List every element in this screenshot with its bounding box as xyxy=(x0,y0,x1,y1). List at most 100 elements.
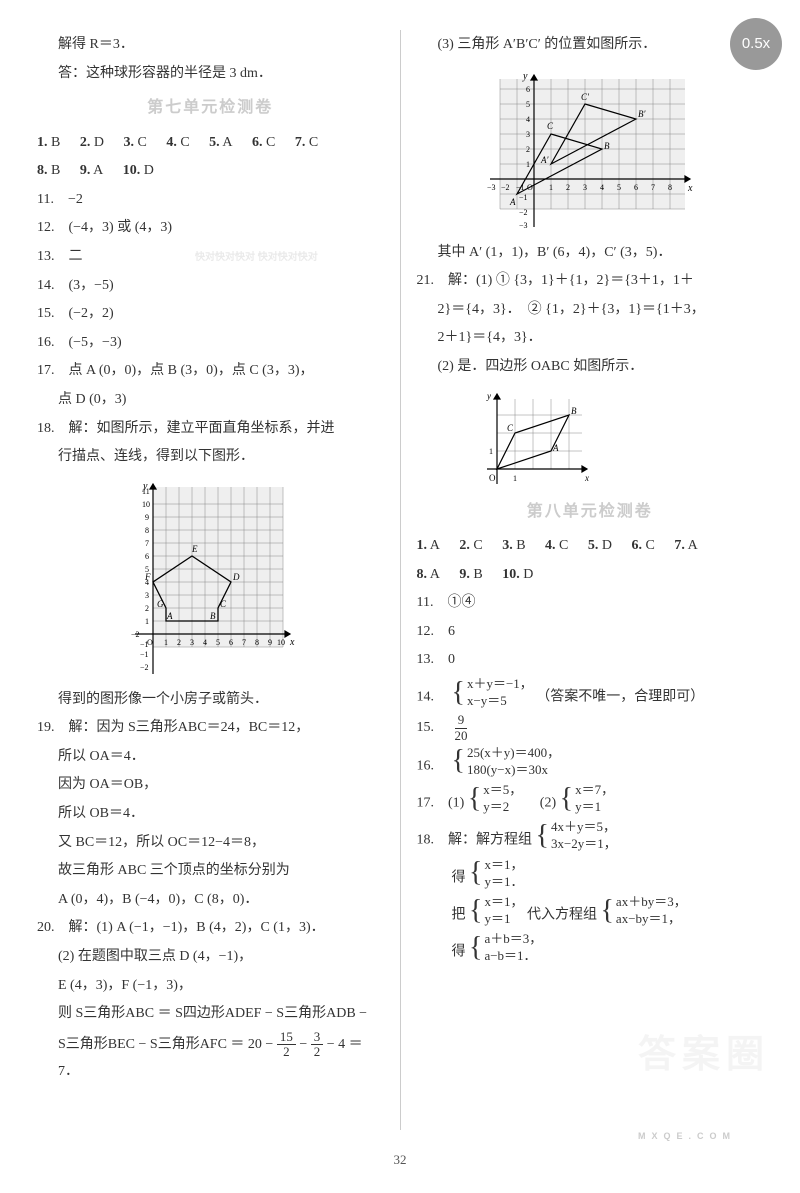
svg-text:−2: −2 xyxy=(131,630,140,639)
svg-text:8: 8 xyxy=(255,638,259,647)
equation-system: {ax＋by＝3，ax−by＝1， xyxy=(600,894,686,928)
svg-text:x: x xyxy=(584,473,589,483)
answer-line: 其中 A′ (1，1)，B′ (6，4)，C′ (3，5)． xyxy=(417,240,764,267)
answer-line: 点 D (0，3) xyxy=(37,387,384,414)
svg-text:7: 7 xyxy=(242,638,246,647)
answer-line: 行描点、连线，得到以下图形． xyxy=(37,444,384,471)
mc-item: 8. A xyxy=(417,567,448,582)
equation-system: {x＝1，y＝1． xyxy=(469,857,523,891)
figure-q18: x y −2−1O 12345678910 1234567891011 −1−2… xyxy=(125,479,295,679)
svg-text:8: 8 xyxy=(145,526,149,535)
fraction: 920 xyxy=(452,713,471,743)
mc-item: 2. D xyxy=(80,135,112,150)
answer-line: 19. 解：因为 S三角形ABC＝24，BC＝12， xyxy=(37,715,384,742)
answer-line: 把 {x＝1，y＝1 代入方程组 {ax＋by＝3，ax−by＝1， xyxy=(417,894,764,929)
answer-line: 14. {x＋y＝−1，x−y＝5 （答案不唯一，合理即可） xyxy=(417,676,764,711)
svg-text:1: 1 xyxy=(526,160,530,169)
text: 得 xyxy=(452,870,466,885)
svg-text:8: 8 xyxy=(668,183,672,192)
answer-line: 15. (−2，2) xyxy=(37,301,384,328)
svg-text:B′: B′ xyxy=(638,109,646,119)
text: 代入方程组 xyxy=(527,908,597,923)
answer-line: 所以 OA＝4． xyxy=(37,744,384,771)
svg-text:C: C xyxy=(507,423,514,433)
answer-line: 故三角形 ABC 三个顶点的坐标分别为 xyxy=(37,858,384,885)
text: (2) xyxy=(526,796,560,811)
svg-text:4: 4 xyxy=(203,638,207,647)
mc-item: 4. C xyxy=(545,538,576,553)
svg-text:3: 3 xyxy=(583,183,587,192)
answer-line: 17. (1) {x＝5，y＝2 (2) {x＝7，y＝1 xyxy=(417,782,764,817)
zoom-badge: 0.5x xyxy=(730,18,782,70)
svg-text:10: 10 xyxy=(277,638,285,647)
equation-system: {x＝1，y＝1 xyxy=(469,894,523,928)
text: S三角形BEC − S三角形AFC ＝ 20 − xyxy=(58,1037,273,1052)
equation-system: {x＝5，y＝2 xyxy=(468,782,522,816)
svg-text:E: E xyxy=(191,544,198,554)
equation-system: {4x＋y＝5，3x−2y＝1， xyxy=(536,819,617,853)
svg-text:−1: −1 xyxy=(140,650,149,659)
answer-line: 则 S三角形ABC ＝ S四边形ADEF − S三角形ADB − xyxy=(37,1001,384,1028)
answer-line: 得 {x＝1，y＝1． xyxy=(417,857,764,892)
heading-unit8: 第八单元检测卷 xyxy=(417,497,764,527)
answer-line: 11. −2 xyxy=(37,187,384,214)
svg-text:6: 6 xyxy=(229,638,233,647)
mc-item: 7. A xyxy=(674,538,705,553)
svg-text:O: O xyxy=(147,638,153,647)
note: （答案不唯一，合理即可） xyxy=(536,690,704,705)
svg-text:B: B xyxy=(210,611,216,621)
mc-row: 8. A 9. B 10. D xyxy=(417,562,764,589)
answer-line: 12. 6 xyxy=(417,619,764,646)
mc-item: 7. C xyxy=(295,135,326,150)
answer-line: 16. (−5，−3) xyxy=(37,330,384,357)
svg-text:9: 9 xyxy=(145,513,149,522)
svg-text:3: 3 xyxy=(145,591,149,600)
svg-text:C′: C′ xyxy=(581,92,590,102)
svg-text:−2: −2 xyxy=(140,663,149,672)
svg-text:2: 2 xyxy=(566,183,570,192)
mc-item: 10. D xyxy=(123,163,162,178)
answer-line: 因为 OA＝OB， xyxy=(37,772,384,799)
svg-text:7: 7 xyxy=(651,183,655,192)
svg-text:1: 1 xyxy=(489,447,493,456)
svg-text:B: B xyxy=(604,141,610,151)
answer-line: A (0，4)，B (−4，0)，C (8，0)． xyxy=(37,887,384,914)
svg-text:−2: −2 xyxy=(501,183,510,192)
answer-line: 15. 920 xyxy=(417,713,764,743)
qnum: 16. xyxy=(417,758,449,773)
answer-line: 18. 解：解方程组 {4x＋y＝5，3x−2y＝1， xyxy=(417,819,764,854)
svg-text:7: 7 xyxy=(145,539,149,548)
svg-text:3: 3 xyxy=(190,638,194,647)
svg-text:2: 2 xyxy=(177,638,181,647)
svg-text:x: x xyxy=(687,183,693,194)
svg-text:2: 2 xyxy=(526,145,530,154)
svg-text:6: 6 xyxy=(526,85,530,94)
mc-row: 1. B 2. D 3. C 4. C 5. A 6. C 7. C xyxy=(37,130,384,157)
svg-text:D: D xyxy=(232,572,240,582)
answer-line: 16. {25(x＋y)＝400，180(y−x)＝30x xyxy=(417,745,764,780)
svg-text:1: 1 xyxy=(549,183,553,192)
svg-text:9: 9 xyxy=(268,638,272,647)
equation-system: {25(x＋y)＝400，180(y−x)＝30x xyxy=(452,745,561,779)
mc-row: 8. B 9. A 10. D xyxy=(37,158,384,185)
svg-text:C: C xyxy=(220,599,227,609)
fraction: 152 xyxy=(277,1030,296,1060)
equation-system: {x＝7，y＝1 xyxy=(560,782,614,816)
mc-item: 1. A xyxy=(417,538,448,553)
answer-line: 又 BC＝12，所以 OC＝12−4＝8， xyxy=(37,830,384,857)
text-line: 答：这种球形容器的半径是 3 dm． xyxy=(37,61,384,88)
svg-text:1: 1 xyxy=(164,638,168,647)
svg-text:C: C xyxy=(547,121,554,131)
equation-system: {x＋y＝−1，x−y＝5 xyxy=(452,676,533,710)
svg-text:4: 4 xyxy=(600,183,604,192)
mc-row: 1. A 2. C 3. B 4. C 5. D 6. C 7. A xyxy=(417,533,764,560)
text: 得 xyxy=(452,945,466,960)
svg-text:3: 3 xyxy=(526,130,530,139)
mc-item: 3. B xyxy=(502,538,533,553)
mc-item: 4. C xyxy=(166,135,197,150)
svg-text:A′: A′ xyxy=(540,155,549,165)
svg-text:G: G xyxy=(157,599,164,609)
right-column: (3) 三角形 A′B′C′ 的位置如图所示． x y −3−2−1O 1234… xyxy=(405,30,776,1130)
answer-line: (2) 是．四边形 OABC 如图所示． xyxy=(417,354,764,381)
mc-item: 1. B xyxy=(37,135,68,150)
